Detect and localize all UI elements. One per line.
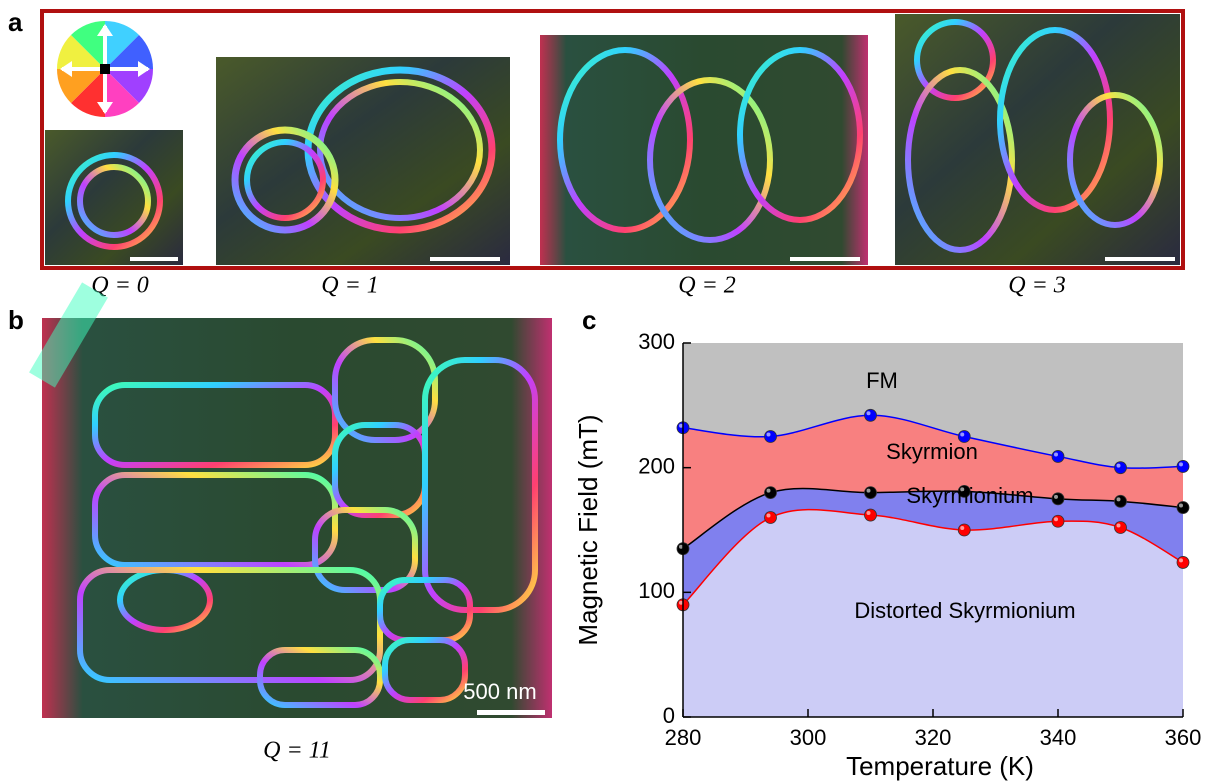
data-point: [1177, 556, 1189, 568]
data-point: [865, 509, 877, 521]
point-highlight: [1054, 452, 1058, 456]
data-point: [1115, 522, 1127, 534]
lorentz-image: [895, 14, 1180, 265]
point-highlight: [1117, 464, 1121, 468]
data-point: [958, 524, 970, 536]
point-highlight: [767, 514, 771, 518]
data-point: [1115, 462, 1127, 474]
data-point: [1115, 495, 1127, 507]
data-point: [1052, 493, 1064, 505]
data-point: [865, 409, 877, 421]
panel-label: c: [582, 305, 596, 335]
x-tick-label: 280: [665, 725, 702, 750]
region-label: Skyrmion: [886, 439, 978, 464]
data-point: [765, 512, 777, 524]
y-axis-title: Magnetic Field (mT): [573, 414, 603, 645]
data-point: [1177, 502, 1189, 514]
figure: a Q = 0 Q = 1 Q = 2 Q = 3 b 500 nm Q = 1…: [0, 0, 1212, 782]
caption: Q = 3: [1008, 273, 1066, 299]
x-tick-label: 320: [915, 725, 952, 750]
region-label: FM: [866, 368, 898, 393]
point-highlight: [960, 526, 964, 530]
data-point: [765, 487, 777, 499]
point-highlight: [960, 433, 964, 437]
color-wheel: [57, 21, 153, 117]
point-highlight: [1179, 462, 1183, 466]
data-point: [1052, 515, 1064, 527]
caption: Q = 1: [321, 273, 379, 299]
x-axis-title: Temperature (K): [846, 751, 1034, 781]
caption: Q = 11: [263, 738, 331, 764]
panel-label: a: [8, 7, 23, 37]
point-highlight: [1117, 524, 1121, 528]
data-point: [1052, 450, 1064, 462]
point-highlight: [1179, 504, 1183, 508]
lorentz-image: [42, 290, 552, 718]
scale-bar-label: 500 nm: [463, 679, 536, 704]
data-point: [765, 431, 777, 443]
y-tick-label: 200: [638, 453, 675, 478]
y-tick-label: 100: [638, 578, 675, 603]
lorentz-image: [45, 130, 183, 265]
data-point: [865, 487, 877, 499]
caption: Q = 2: [678, 273, 736, 299]
x-tick-label: 300: [790, 725, 827, 750]
point-highlight: [1054, 495, 1058, 499]
lorentz-image: [540, 35, 868, 265]
region-label: Skyrmionium: [906, 483, 1033, 508]
panel-label: b: [8, 305, 24, 335]
point-highlight: [1117, 497, 1121, 501]
y-tick-label: 300: [638, 329, 675, 354]
point-highlight: [767, 489, 771, 493]
point-highlight: [867, 411, 871, 415]
lorentz-image: [216, 57, 510, 265]
point-highlight: [867, 511, 871, 515]
x-tick-label: 360: [1165, 725, 1202, 750]
point-highlight: [1054, 517, 1058, 521]
point-highlight: [1179, 558, 1183, 562]
data-point: [1177, 460, 1189, 472]
region-label: Distorted Skyrmionium: [854, 598, 1075, 623]
x-tick-label: 340: [1040, 725, 1077, 750]
point-highlight: [767, 433, 771, 437]
point-highlight: [867, 489, 871, 493]
